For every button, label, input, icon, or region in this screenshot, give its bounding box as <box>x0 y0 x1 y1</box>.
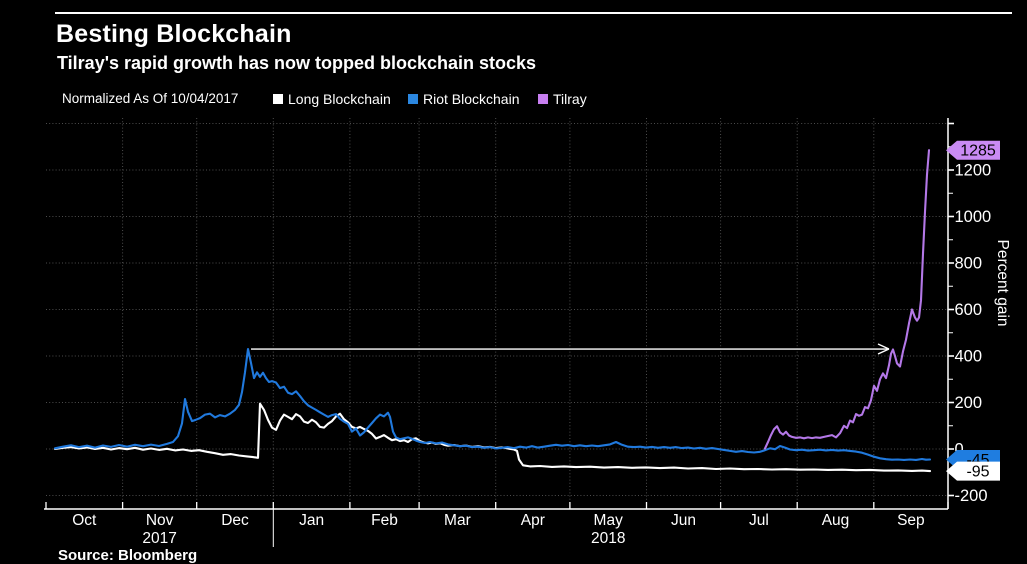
y-gridlines <box>46 123 948 496</box>
series-line-long-blockchain <box>53 402 932 473</box>
legend-item-long-blockchain: Long Blockchain <box>273 91 391 107</box>
series-line-riot-blockchain <box>53 347 932 461</box>
svg-text:1200: 1200 <box>955 162 992 180</box>
value-tag-tilray: 1285 <box>946 140 1000 160</box>
svg-text:Sep: Sep <box>897 512 925 529</box>
svg-text:Oct: Oct <box>72 512 97 529</box>
legend: Normalized As Of 10/04/2017 Long Blockch… <box>0 91 1027 107</box>
svg-text:1285: 1285 <box>960 143 996 160</box>
svg-text:200: 200 <box>955 394 983 412</box>
x-axis-ticks <box>45 502 949 509</box>
legend-item-tilray: Tilray <box>538 91 587 107</box>
svg-text:Jul: Jul <box>749 512 769 529</box>
svg-text:600: 600 <box>955 301 983 319</box>
year-label-2017: 2017 <box>142 530 176 547</box>
svg-text:Jan: Jan <box>299 512 324 529</box>
top-rule <box>55 12 1012 14</box>
svg-text:-95: -95 <box>966 464 989 481</box>
legend-item-riot-blockchain: Riot Blockchain <box>408 91 520 107</box>
x-gridlines <box>122 118 875 509</box>
legend-swatch-riot-blockchain <box>408 94 418 104</box>
series-line-tilray <box>763 149 931 450</box>
svg-text:Apr: Apr <box>521 512 545 529</box>
svg-text:Aug: Aug <box>822 512 850 529</box>
svg-text:400: 400 <box>955 348 983 366</box>
svg-text:800: 800 <box>955 255 983 273</box>
source-note: Source: Bloomberg <box>58 547 198 564</box>
year-label-2018: 2018 <box>591 530 625 547</box>
legend-note: Normalized As Of 10/04/2017 <box>62 91 239 106</box>
svg-text:Dec: Dec <box>221 512 249 529</box>
value-tag-long-blockchain: -95 <box>946 461 1000 481</box>
svg-text:May: May <box>594 512 624 529</box>
trend-arrow <box>251 343 890 355</box>
svg-text:0: 0 <box>955 441 964 459</box>
x-axis-labels: Oct Nov Dec Jan Feb Mar Apr May Jun Jul Aug Sep 2017… <box>72 512 924 547</box>
svg-text:Nov: Nov <box>146 512 174 529</box>
legend-swatch-tilray <box>538 94 548 104</box>
chart-subtitle: Tilray's rapid growth has now topped blo… <box>57 53 537 73</box>
chart-title: Besting Blockchain <box>56 20 292 48</box>
svg-text:-200: -200 <box>955 487 988 505</box>
y-axis-ticks <box>948 122 954 497</box>
svg-text:Feb: Feb <box>371 512 398 529</box>
legend-label-long-blockchain: Long Blockchain <box>288 91 391 107</box>
svg-text:Mar: Mar <box>444 512 471 529</box>
svg-text:1000: 1000 <box>955 208 992 226</box>
legend-label-riot-blockchain: Riot Blockchain <box>423 91 520 107</box>
y-axis-labels: -200 0 200 400 600 800 1000 1200 <box>955 162 992 506</box>
svg-text:Jun: Jun <box>671 512 696 529</box>
legend-label-tilray: Tilray <box>553 91 587 107</box>
legend-swatch-long-blockchain <box>273 94 283 104</box>
percent-gain-axis-label: Percent gain <box>994 239 1011 326</box>
